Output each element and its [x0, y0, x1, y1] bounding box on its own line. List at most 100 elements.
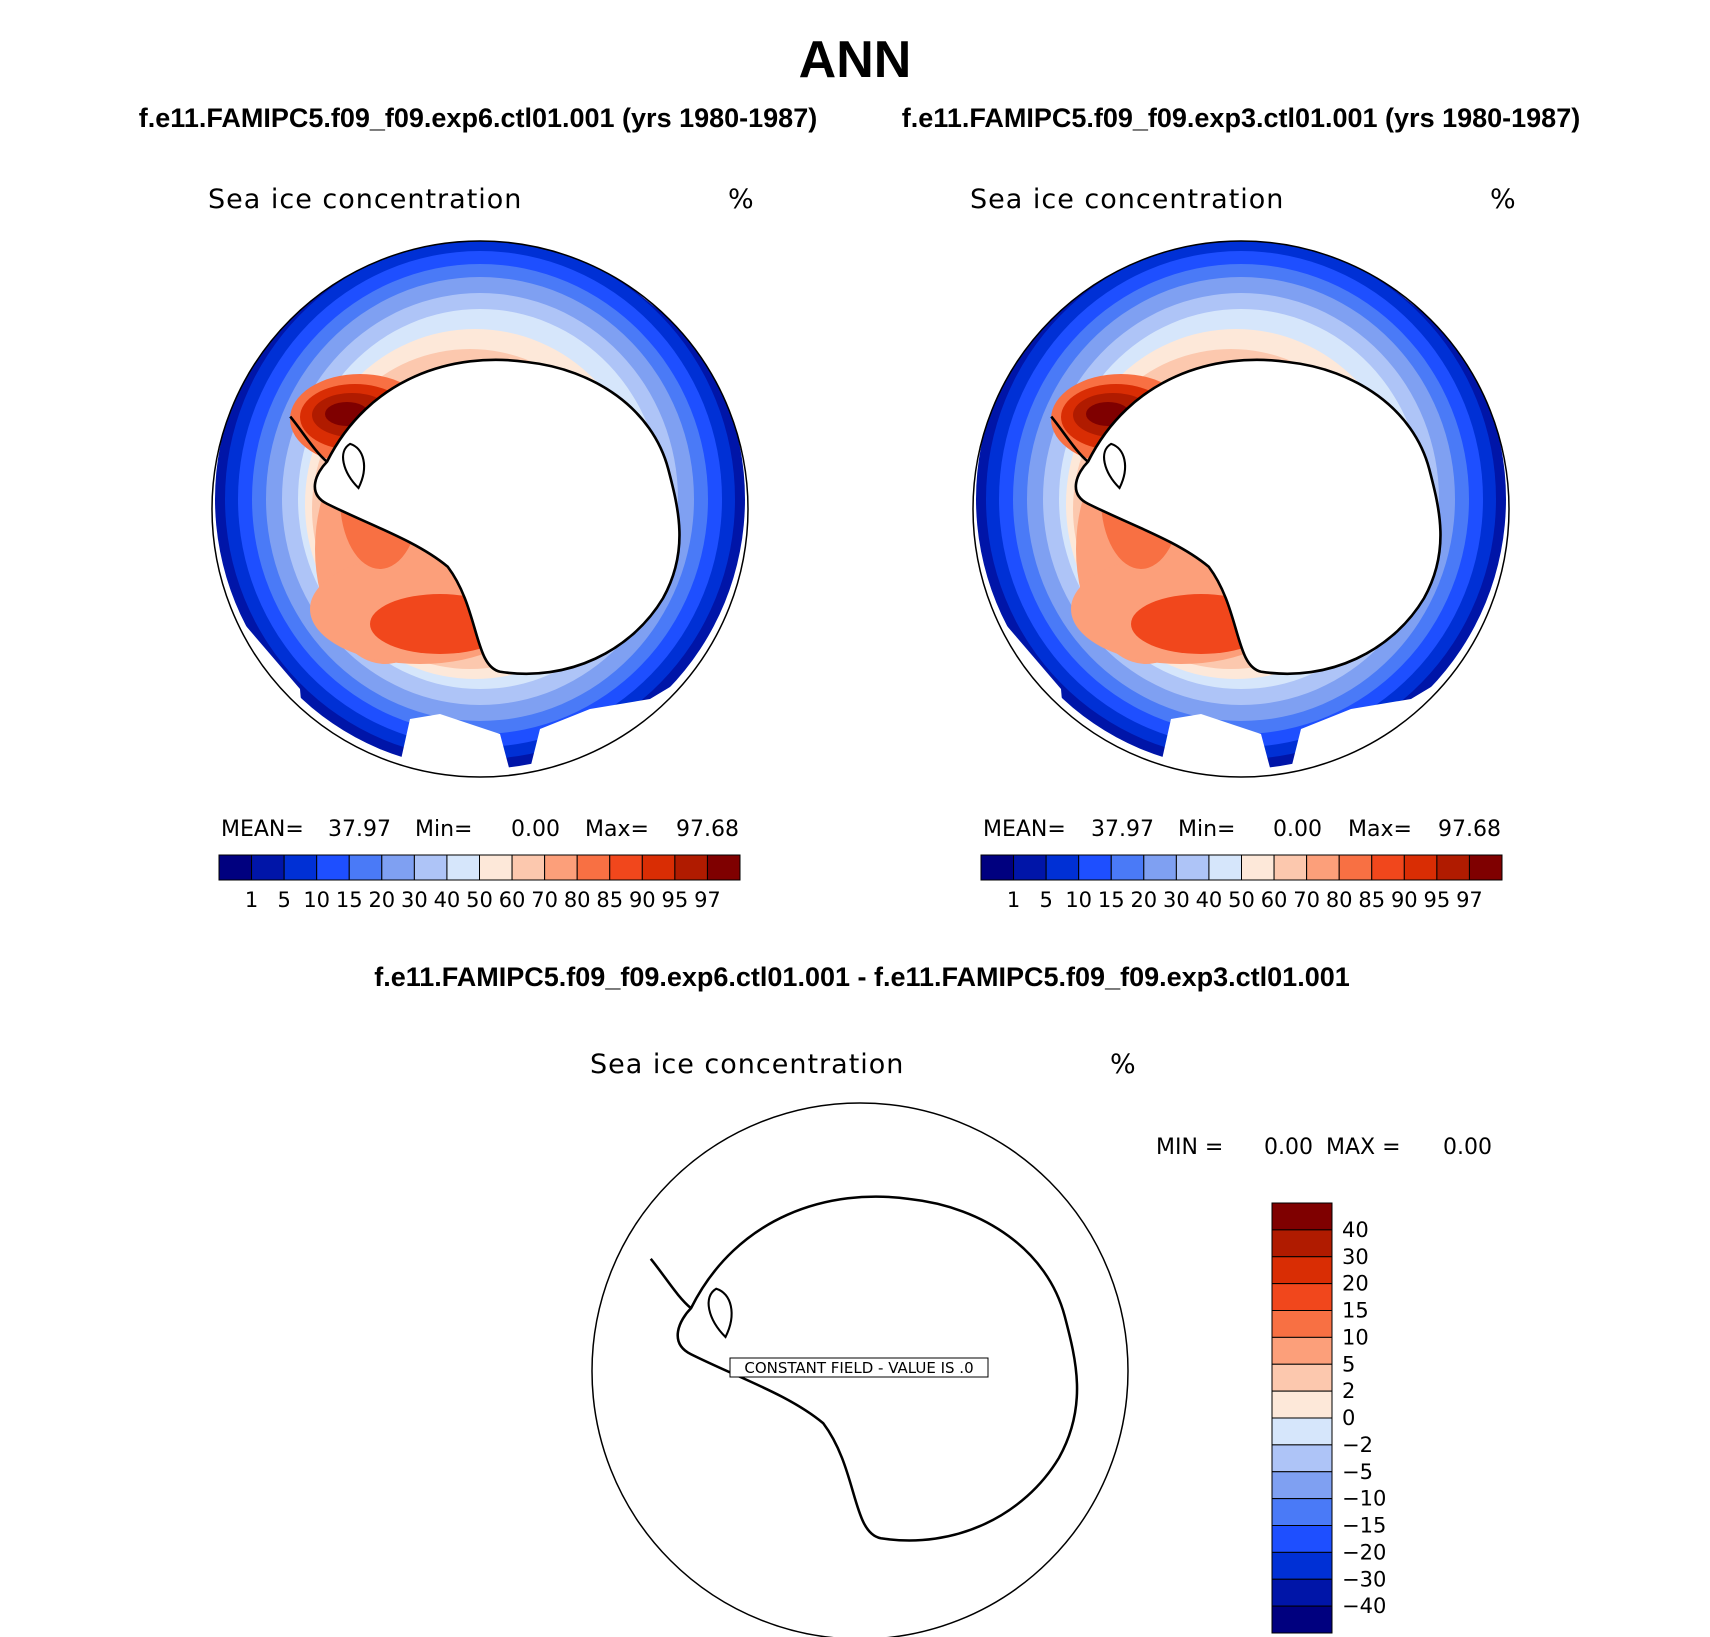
panel2-max-label: Max=: [1348, 817, 1412, 842]
panel3-max-label: MAX =: [1326, 1135, 1401, 1160]
colorbar-swatch: [1271, 1498, 1333, 1526]
colorbar-swatch: [674, 854, 708, 881]
colorbar-tick-label: 85: [596, 888, 623, 912]
colorbar-tick-label: −10: [1342, 1487, 1386, 1511]
colorbar-tick-label: 30: [401, 888, 428, 912]
colorbar-tick-label: 70: [531, 888, 558, 912]
colorbar-swatch: [1078, 854, 1112, 881]
colorbar-swatch: [1271, 1390, 1333, 1419]
colorbar-tick-label: 50: [1228, 888, 1255, 912]
colorbar-tick-label: −30: [1342, 1567, 1386, 1591]
colorbar-tick-label: 97: [694, 888, 721, 912]
panel-difference: Sea ice concentration % CONSTANT FIELD -…: [590, 1049, 1492, 1637]
colorbar-swatch: [283, 854, 318, 881]
colorbar-swatch: [1143, 854, 1177, 881]
colorbar-tick-label: 1: [1007, 888, 1020, 912]
colorbar-tick-label: −5: [1342, 1460, 1373, 1484]
panel1-variable-label: Sea ice concentration: [208, 184, 522, 215]
colorbar-swatch: [1271, 1444, 1333, 1473]
panel2-units-label: %: [1490, 184, 1517, 215]
colorbar-swatch: [1403, 854, 1438, 881]
panel2-colorbar: 1 5 10 15 20 30 40 50 60 70 80 85 90 95 97: [980, 854, 1503, 912]
colorbar-tick-label: 80: [1326, 888, 1353, 912]
colorbar-swatch: [413, 854, 448, 881]
constant-field-note: CONSTANT FIELD - VALUE IS .0: [744, 1359, 973, 1377]
colorbar-swatch: [1241, 854, 1275, 881]
colorbar-tick-label: 80: [564, 888, 591, 912]
diff-title: f.e11.FAMIPC5.f09_f09.exp6.ctl01.001 - f…: [374, 962, 1350, 992]
panel1-units-label: %: [728, 184, 755, 215]
colorbar-swatch: [1271, 1229, 1333, 1258]
panel2-min-value: 0.00: [1273, 817, 1322, 842]
panel3-variable-label: Sea ice concentration: [590, 1049, 904, 1080]
colorbar-swatch: [446, 854, 480, 881]
colorbar-swatch: [706, 854, 741, 881]
panel2-stats: MEAN= 37.97 Min= 0.00 Max= 97.68: [983, 817, 1501, 842]
colorbar-swatch: [1306, 854, 1340, 881]
colorbar-swatch: [1013, 854, 1047, 881]
colorbar-tick-label: 70: [1293, 888, 1320, 912]
colorbar-swatch: [641, 854, 676, 881]
colorbar-tick-label: 30: [1163, 888, 1190, 912]
colorbar-swatch: [609, 854, 643, 881]
colorbar-tick-label: 50: [466, 888, 493, 912]
colorbar-tick-label: 95: [662, 888, 689, 912]
colorbar-tick-label: 60: [1261, 888, 1288, 912]
colorbar-swatch: [1436, 854, 1470, 881]
case2-title: f.e11.FAMIPC5.f09_f09.exp3.ctl01.001 (yr…: [902, 103, 1580, 133]
colorbar-swatch: [1045, 854, 1080, 881]
case1-title: f.e11.FAMIPC5.f09_f09.exp6.ctl01.001 (yr…: [139, 103, 817, 133]
colorbar-swatch: [1271, 1471, 1333, 1500]
colorbar-tick-label: −15: [1342, 1514, 1386, 1538]
panel1-min-label: Min=: [415, 817, 472, 842]
colorbar-tick-label: 10: [303, 888, 330, 912]
panel2-mean-value: 37.97: [1091, 817, 1154, 842]
colorbar-swatch: [1110, 854, 1145, 881]
colorbar-swatch: [1271, 1256, 1333, 1285]
colorbar-swatch: [381, 854, 415, 881]
colorbar-swatch: [980, 854, 1015, 881]
panel2-min-label: Min=: [1178, 817, 1235, 842]
colorbar-tick-label: −20: [1342, 1540, 1386, 1564]
colorbar-tick-label: −2: [1342, 1433, 1373, 1457]
colorbar-swatch: [544, 854, 578, 881]
colorbar-tick-label: 10: [1065, 888, 1092, 912]
colorbar-swatch: [1271, 1363, 1333, 1392]
panel3-min-value: 0.00: [1264, 1135, 1313, 1160]
panel1-max-label: Max=: [585, 817, 649, 842]
colorbar-tick-label: 90: [1391, 888, 1418, 912]
colorbar-tick-label: 0: [1342, 1406, 1355, 1430]
colorbar-tick-label: 20: [1342, 1272, 1369, 1296]
panel3-coastline: [649, 1195, 1079, 1542]
panel3-max-value: 0.00: [1443, 1135, 1492, 1160]
panel1-max-value: 97.68: [676, 817, 739, 842]
colorbar-swatch: [1175, 854, 1210, 881]
colorbar-swatch: [1271, 1605, 1333, 1634]
colorbar-tick-label: −40: [1342, 1594, 1386, 1618]
colorbar-swatch: [218, 854, 253, 881]
panel3-units-label: %: [1110, 1049, 1137, 1080]
panel-case2: Sea ice concentration %: [970, 184, 1517, 912]
colorbar-swatch: [1208, 854, 1242, 881]
colorbar-swatch: [1273, 854, 1308, 881]
colorbar-swatch: [1271, 1578, 1333, 1607]
colorbar-tick-label: 40: [1196, 888, 1223, 912]
colorbar-swatch: [576, 854, 611, 881]
colorbar-tick-label: 95: [1424, 888, 1451, 912]
colorbar-tick-label: 15: [336, 888, 363, 912]
colorbar-swatch: [251, 854, 285, 881]
colorbar-tick-label: 40: [434, 888, 461, 912]
panel2-mean-label: MEAN=: [983, 817, 1066, 842]
colorbar-swatch: [1271, 1551, 1333, 1580]
colorbar-swatch: [1271, 1525, 1333, 1553]
colorbar-tick-label: 10: [1342, 1325, 1369, 1349]
colorbar-swatch: [1271, 1202, 1333, 1231]
panel1-mean-label: MEAN=: [221, 817, 304, 842]
colorbar-tick-label: 90: [629, 888, 656, 912]
panel-case1: Sea ice concentration %: [208, 184, 755, 912]
colorbar-tick-label: 5: [277, 888, 290, 912]
colorbar-tick-label: 30: [1342, 1245, 1369, 1269]
constant-field-note-box: [729, 1357, 989, 1378]
